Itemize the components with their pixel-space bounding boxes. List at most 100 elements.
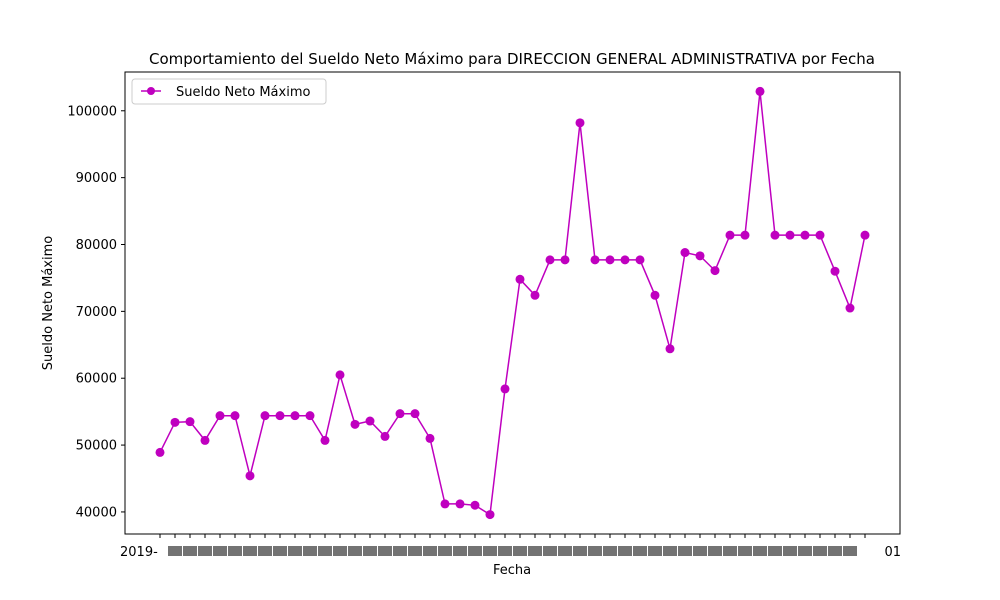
x-tick-label-overlap (543, 546, 557, 556)
x-tick-label-overlap (528, 546, 542, 556)
x-tick-label-overlap (393, 546, 407, 556)
data-point (830, 266, 840, 276)
x-tick-label-overlap (213, 546, 227, 556)
data-point (755, 86, 765, 96)
data-point (275, 411, 285, 421)
data-point (290, 411, 300, 421)
data-point (230, 411, 240, 421)
x-tick-label-overlap (648, 546, 662, 556)
x-tick-label-overlap (708, 546, 722, 556)
data-point (815, 230, 825, 240)
data-point (515, 274, 525, 284)
x-tick-label-overlap (468, 546, 482, 556)
x-tick-label-overlap (288, 546, 302, 556)
x-tick-label-overlap (273, 546, 287, 556)
y-tick-label: 90000 (76, 171, 117, 186)
legend: Sueldo Neto Máximo (131, 78, 327, 105)
data-point (605, 255, 615, 265)
data-point (200, 435, 210, 445)
x-tick-label-overlap (453, 546, 467, 556)
data-point (185, 417, 195, 427)
x-tick-label-overlap (588, 546, 602, 556)
x-tick-label-overlap (483, 546, 497, 556)
x-tick-label-last: 01 (884, 545, 901, 560)
data-point (590, 255, 600, 265)
x-tick-label-overlap (243, 546, 257, 556)
y-axis: 40000 50000 60000 70000 80000 90000 100000 (67, 104, 125, 520)
x-tick-label-overlap (768, 546, 782, 556)
data-point (365, 416, 375, 426)
x-tick-label-overlap (198, 546, 212, 556)
y-tick-label: 70000 (76, 305, 117, 320)
x-tick-label-first: 2019- (120, 545, 158, 560)
data-point (650, 290, 660, 300)
data-point (440, 499, 450, 509)
data-point (575, 118, 585, 128)
data-point (500, 384, 510, 394)
chart-title: Comportamiento del Sueldo Neto Máximo pa… (149, 50, 875, 68)
x-tick-label-overlap (798, 546, 812, 556)
data-point (350, 419, 360, 429)
data-point (215, 411, 225, 421)
data-point (620, 255, 630, 265)
y-axis-label: Sueldo Neto Máximo (41, 236, 56, 370)
legend-box (131, 78, 327, 105)
x-tick-label-overlap (333, 546, 347, 556)
x-tick-label-overlap (258, 546, 272, 556)
data-point (260, 411, 270, 421)
data-point (560, 255, 570, 265)
x-tick-label-overlap (753, 546, 767, 556)
series-layer (155, 86, 870, 520)
x-tick-label-overlap (678, 546, 692, 556)
x-tick-label-overlap (168, 546, 182, 556)
x-tick-label-overlap (723, 546, 737, 556)
series-line (159, 91, 866, 516)
x-tick-label-overlap (303, 546, 317, 556)
y-tick-label: 100000 (67, 104, 117, 119)
x-axis-label: Fecha (493, 563, 531, 578)
x-axis: 2019- 01 (120, 534, 901, 560)
x-tick-label-overlap (498, 546, 512, 556)
data-point (305, 411, 315, 421)
data-point (155, 447, 165, 457)
x-tick-label-overlap (618, 546, 632, 556)
data-point (470, 500, 480, 510)
data-point (530, 290, 540, 300)
plot-area (124, 71, 901, 535)
data-point (860, 230, 870, 240)
x-tick-label-overlap (378, 546, 392, 556)
data-point (695, 251, 705, 261)
data-point (395, 409, 405, 419)
data-point (725, 230, 735, 240)
data-point (485, 510, 495, 520)
x-tick-label-overlap (603, 546, 617, 556)
data-point (380, 431, 390, 441)
legend-marker-swatch (147, 87, 155, 95)
data-point (785, 230, 795, 240)
x-tick-label-overlap (423, 546, 437, 556)
data-point (665, 344, 675, 354)
x-tick-label-overlap (408, 546, 422, 556)
x-tick-label-overlap (843, 546, 857, 556)
data-point (335, 370, 345, 380)
x-tick-label-overlap (663, 546, 677, 556)
x-tick-label-overlap (318, 546, 332, 556)
legend-label: Sueldo Neto Máximo (176, 85, 310, 100)
x-tick-label-overlap (738, 546, 752, 556)
x-tick-label-overlap (693, 546, 707, 556)
data-point (770, 230, 780, 240)
data-point (680, 248, 690, 258)
x-tick-label-overlap (783, 546, 797, 556)
data-point (845, 303, 855, 313)
data-point (320, 435, 330, 445)
data-point (800, 230, 810, 240)
data-point (710, 266, 720, 276)
x-tick-label-overlap (813, 546, 827, 556)
data-point (245, 471, 255, 481)
plot-frame (124, 71, 901, 535)
data-point (425, 433, 435, 443)
x-tick-label-overlap (513, 546, 527, 556)
x-tick-label-overlap (573, 546, 587, 556)
x-tick-label-overlap (438, 546, 452, 556)
